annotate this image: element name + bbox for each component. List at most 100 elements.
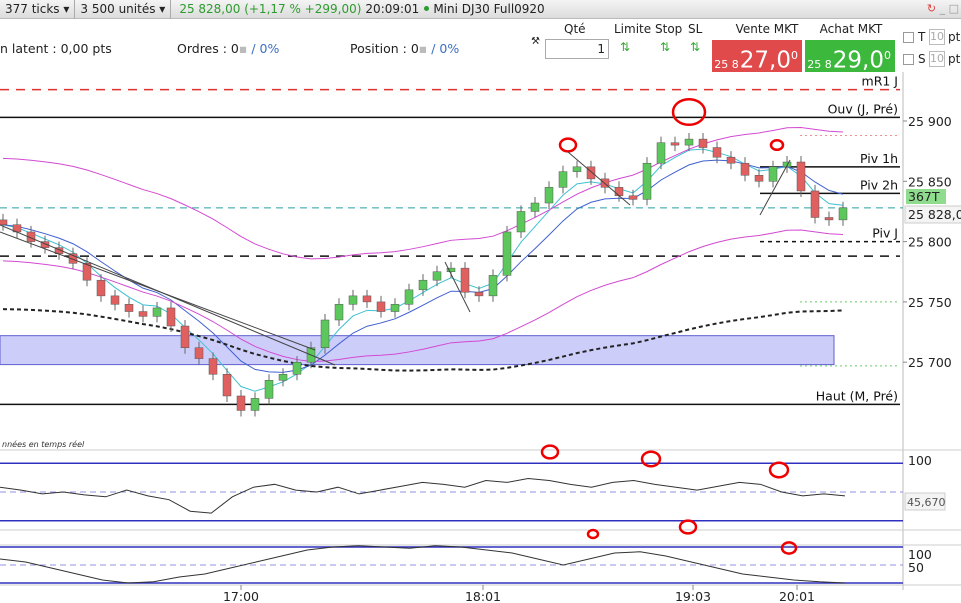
s-checkbox[interactable] <box>903 54 914 65</box>
tick-badge-label: 367T <box>908 189 940 204</box>
limit-order-button[interactable]: ⇅ <box>620 40 631 54</box>
candle-body <box>768 166 778 182</box>
buy-price: 29,0 <box>832 47 884 74</box>
x-tick-label: 19:03 <box>675 589 711 603</box>
s-pts: pt <box>948 52 961 66</box>
candle-body <box>390 304 400 312</box>
trendline <box>759 159 791 216</box>
level-label: mR1 J <box>862 74 898 89</box>
candle-body <box>614 187 624 197</box>
candle-body <box>278 374 288 381</box>
quote-time: 20:09:01 <box>365 2 420 16</box>
candle-body <box>320 319 330 348</box>
current-price-label: 25 828,0 <box>908 207 961 222</box>
x-tick-label: 18:01 <box>465 589 501 603</box>
candle-body <box>292 361 302 375</box>
candle-body <box>474 292 484 297</box>
hand-drawn-circle <box>540 444 560 460</box>
t-pts: pt <box>948 30 961 44</box>
candle-body <box>754 175 764 182</box>
candle-body <box>180 325 190 348</box>
sl-order-button[interactable]: ⇅ <box>690 40 701 54</box>
candle-body <box>166 307 176 327</box>
hand-drawn-circle <box>586 528 600 540</box>
candle-body <box>138 311 148 317</box>
sell-market-button[interactable]: 25 827,00 <box>712 40 802 74</box>
hand-drawn-circle <box>640 450 662 468</box>
refresh-icon[interactable]: ↻ <box>926 2 937 15</box>
orders-label: Ordres : 0 <box>177 41 239 56</box>
candle-body <box>824 217 834 221</box>
ticks-dropdown[interactable]: 377 ticks ▾ <box>0 0 76 19</box>
trendline <box>444 261 471 313</box>
candle-body <box>376 301 386 312</box>
candle-body <box>446 267 456 272</box>
indicator-tick: 50 <box>908 560 924 575</box>
buy-market-button[interactable]: 25 829,00 <box>805 40 895 74</box>
quote-text: 25 828,00 (+1,17 % +299,00) <box>179 2 362 16</box>
level-label: Piv 1h <box>860 151 898 166</box>
tick-badge <box>906 189 946 204</box>
candle-body <box>82 263 92 281</box>
stop-order-button[interactable]: ⇅ <box>660 40 671 54</box>
trendline <box>567 151 631 206</box>
candle-body <box>530 202 540 212</box>
position-pct: / 0% <box>431 41 460 56</box>
t-checkbox[interactable] <box>903 32 914 43</box>
level-label: Piv 2h <box>860 177 898 192</box>
candle-body <box>642 162 652 200</box>
candle-body <box>586 166 596 180</box>
sl-label: SL <box>688 22 703 36</box>
level-label: Piv J <box>872 226 898 241</box>
candle-body <box>488 275 498 297</box>
candle-body <box>460 267 470 293</box>
y-tick-label: 25 800 <box>908 235 952 250</box>
y-tick-label: 25 750 <box>908 295 952 310</box>
buy-label: Achat MKT <box>819 22 883 36</box>
candle-body <box>40 241 50 248</box>
candle-body <box>544 187 554 204</box>
hand-drawn-circle <box>678 519 698 535</box>
trendline <box>0 231 316 351</box>
s-label: S <box>918 52 926 66</box>
latent-pnl: n latent : 0,00 pts <box>0 41 112 56</box>
limit-label: Limite <box>614 22 652 36</box>
qty-input[interactable]: 1 <box>545 39 609 59</box>
candle-body <box>236 395 246 411</box>
y-tick-label: 25 900 <box>908 114 952 129</box>
units-label: 3 500 unités <box>80 1 156 16</box>
candle-body <box>670 142 680 146</box>
candle-body <box>404 289 414 305</box>
t-input[interactable]: 10 <box>929 29 945 45</box>
indicator-tick: 100 <box>908 453 932 468</box>
level-label: Haut (M, Pré) <box>816 388 898 403</box>
top-toolbar: 377 ticks ▾ 3 500 unités ▾ 25 828,00 (+1… <box>0 0 961 19</box>
wrench-icon[interactable]: ⚒ <box>531 36 540 47</box>
s-input[interactable]: 10 <box>929 51 945 67</box>
candle-body <box>810 190 820 218</box>
candle-body <box>726 156 736 164</box>
units-dropdown[interactable]: 3 500 unités ▾ <box>75 0 172 19</box>
buy-sup: 0 <box>884 49 891 62</box>
candle-body <box>68 253 78 264</box>
indicator-tick: 100 <box>908 547 932 562</box>
position-label: Position : 0 <box>350 41 419 56</box>
candle-body <box>222 374 232 397</box>
candle-body <box>782 161 792 168</box>
x-tick-label: 20:01 <box>779 589 815 603</box>
buy-prefix: 25 8 <box>807 57 832 71</box>
hand-drawn-circle <box>558 137 578 153</box>
candle-body <box>740 162 750 176</box>
orders-count: Ordres : 0▪ / 0% <box>177 41 280 56</box>
indicator-value-box <box>904 492 946 511</box>
window-controls[interactable]: ↻ _ □ <box>926 2 959 15</box>
candle-body <box>348 295 358 305</box>
candle-body <box>628 195 638 200</box>
indicator-line <box>0 478 846 514</box>
orders-pct: / 0% <box>251 41 280 56</box>
current-price-box <box>904 205 961 224</box>
qty-label: Qté <box>564 22 586 36</box>
sell-sup: 0 <box>791 49 798 62</box>
sell-prefix: 25 8 <box>714 57 739 71</box>
